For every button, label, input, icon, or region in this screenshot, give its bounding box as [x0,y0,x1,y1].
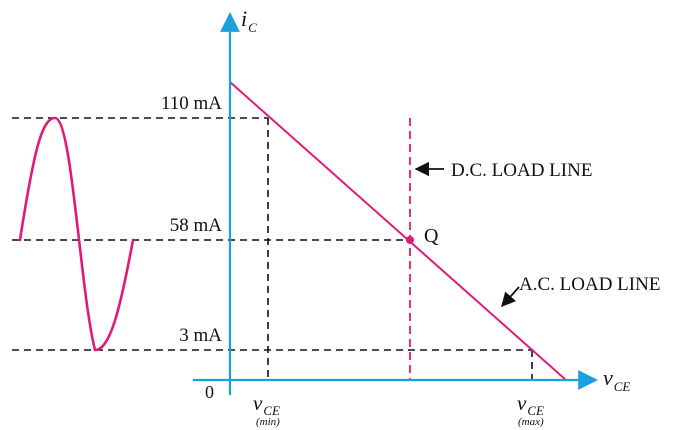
vce-max-label: vCE [517,391,544,418]
vce-min-label: vCE [253,391,280,418]
vce-min-note: (min) [256,416,280,428]
ac-load-line-label: A.C. LOAD LINE [519,274,660,295]
vce-max-note: (max) [518,416,544,428]
ac-load-line-arrow [501,286,520,308]
level-label-110ma: 110 mA [161,93,222,114]
origin-label: 0 [205,382,214,402]
input-sine-wave [18,116,135,352]
q-point-marker [406,236,414,244]
q-point-label: Q [424,225,439,247]
x-axis-label: vCE [603,365,630,394]
level-label-58ma: 58 mA [170,215,223,236]
level-label-3ma: 3 mA [179,325,222,346]
ac-load-line [229,81,567,381]
dc-load-line-label: D.C. LOAD LINE [451,160,592,181]
y-axis-label: iC [241,6,257,35]
